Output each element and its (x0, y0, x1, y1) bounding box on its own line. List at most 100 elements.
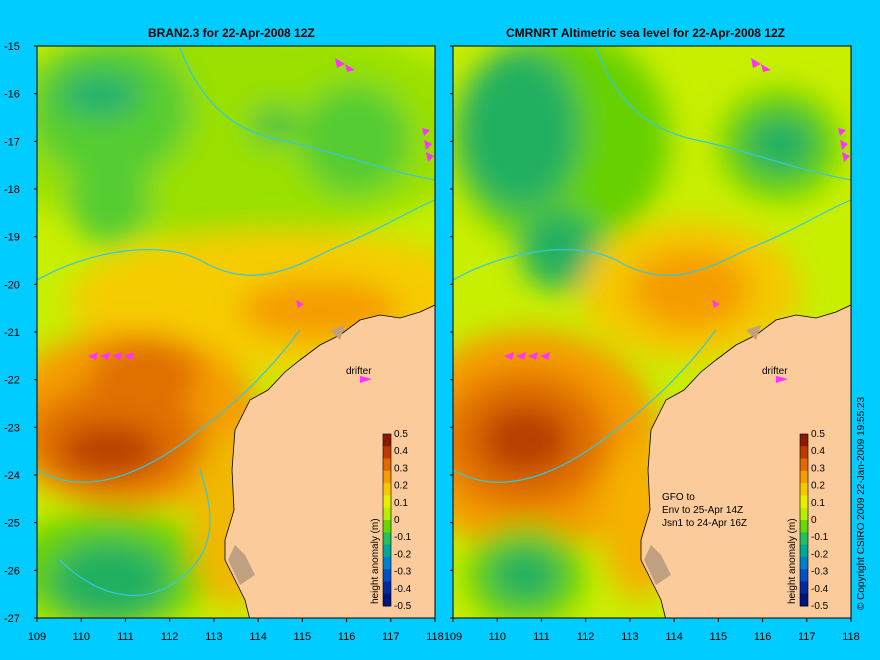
x-tick-label: 115 (294, 631, 312, 643)
colorbar-segment (800, 520, 808, 533)
colorbar-tick-label: -0.2 (811, 549, 829, 560)
colorbar-tick-label: 0.2 (811, 481, 825, 492)
y-tick-label: -22 (4, 375, 20, 387)
colorbar-right: 0.5 0.4 0.3 0.2 0.1 0 -0.1 -0.2 -0.3 -0.4 -0.5 heig… (787, 429, 829, 612)
colorbar-segment (800, 532, 808, 546)
y-tick-label: -25 (4, 518, 20, 530)
y-tick-label: -15 (4, 41, 20, 53)
colorbar-segment (800, 434, 808, 447)
colorbar-tick-label: -0.5 (394, 601, 412, 612)
colorbar-segment (800, 569, 808, 582)
colorbar-tick-label: -0.4 (811, 584, 829, 595)
x-tick-label: 113 (621, 631, 639, 643)
y-tick-label: -21 (4, 327, 20, 339)
y-tick-label: -24 (4, 470, 20, 482)
satellite-note-1: GFO to (662, 492, 695, 503)
colorbar-tick-label: 0.1 (394, 498, 408, 509)
y-tick-label: -18 (4, 184, 20, 196)
colorbar-tick-label: -0.1 (811, 532, 829, 543)
colorbar-tick-label: -0.3 (394, 567, 412, 578)
panel-left-title: BRAN2.3 for 22-Apr-2008 12Z (148, 26, 315, 40)
right-map-panel: drifter GFO to Env to 25-Apr 14Z Jsn1 to… (453, 46, 851, 618)
colorbar-label: height anomaly (m) (787, 518, 798, 604)
colorbar-segment (800, 495, 808, 509)
colorbar-tick-label: -0.5 (811, 601, 829, 612)
satellite-note-2: Env to 25-Apr 14Z (662, 505, 743, 516)
x-tick-label: 110 (488, 631, 506, 643)
colorbar-segment (800, 470, 808, 484)
colorbar-segment (800, 507, 808, 521)
x-tick-label: 112 (161, 631, 179, 643)
y-tick-label: -17 (4, 136, 20, 148)
colorbar-frame (382, 433, 392, 607)
colorbar-segment (383, 458, 391, 472)
x-tick-label: 117 (382, 631, 400, 643)
drifter-label-left: drifter (346, 366, 372, 377)
colorbar-tick-label: -0.2 (394, 549, 412, 560)
colorbar-left: 0.5 0.4 0.3 0.2 0.1 0 -0.1 -0.2 -0.3 -0.4 -0.5 heig… (370, 429, 412, 612)
colorbar-tick-label: -0.3 (811, 567, 829, 578)
x-tick-label: 109 (28, 631, 46, 643)
y-tick-label: -20 (4, 279, 20, 291)
colorbar-label: height anomaly (m) (370, 518, 381, 604)
y-tick-label: -27 (4, 613, 20, 625)
drifter-arrows-right (504, 58, 850, 383)
x-tick-label: 118 (426, 631, 444, 643)
colorbar-tick-label: 0.4 (394, 446, 408, 457)
x-tick-label: 115 (710, 631, 728, 643)
x-tick-label: 110 (72, 631, 90, 643)
colorbar-segment (383, 434, 391, 447)
colorbar-frame (799, 433, 809, 607)
colorbar-segment (383, 495, 391, 509)
x-tick-label: 111 (533, 631, 550, 643)
colorbar-segment (800, 446, 808, 460)
colorbar-tick-label: 0.4 (811, 446, 825, 457)
colorbar-segment (383, 507, 391, 521)
drifter-arrows-left (88, 58, 434, 383)
colorbar-segment (383, 532, 391, 546)
colorbar-tick-label: -0.1 (394, 532, 412, 543)
x-tick-label: 114 (249, 631, 267, 643)
x-tick-label: 112 (577, 631, 595, 643)
x-tick-label: 117 (798, 631, 816, 643)
x-tick-label: 113 (205, 631, 223, 643)
colorbar-segment (800, 556, 808, 570)
drifter-label-right: drifter (762, 366, 788, 377)
colorbar-tick-label: 0 (811, 515, 817, 526)
colorbar-segment (800, 581, 808, 595)
colorbar-segment (383, 556, 391, 570)
colorbar-segment (383, 581, 391, 595)
y-tick-label: -19 (4, 232, 20, 244)
colorbar-segment (383, 470, 391, 484)
x-tick-label: 114 (665, 631, 683, 643)
y-tick-label: -23 (4, 422, 20, 434)
colorbar-tick-label: 0.5 (811, 429, 825, 440)
colorbar-tick-label: 0.1 (811, 498, 825, 509)
colorbar-segment (800, 458, 808, 472)
colorbar-tick-label: 0 (394, 515, 400, 526)
x-tick-label: 109 (444, 631, 462, 643)
colorbar-tick-label: 0.3 (811, 463, 825, 474)
y-tick-label: -16 (4, 89, 20, 101)
satellite-note-3: Jsn1 to 24-Apr 16Z (662, 518, 747, 529)
copyright-credit: © Copyright CSIRO 2009 22-Jan-2009 19:55… (856, 397, 867, 610)
axes-ticks: 109 110 111 112 113 114 115 116 117 118 -15 -16 -17 -… (4, 41, 860, 643)
colorbar-segment (800, 593, 808, 607)
left-map-panel: drifter (37, 46, 435, 618)
panel-right-title: CMRNRT Altimetric sea level for 22-Apr-2… (506, 26, 785, 40)
y-tick-label: -26 (4, 565, 20, 577)
colorbar-tick-label: -0.4 (394, 584, 412, 595)
colorbar-segment (383, 446, 391, 460)
x-tick-label: 111 (117, 631, 134, 643)
x-tick-label: 116 (338, 631, 356, 643)
colorbar-segment (383, 520, 391, 533)
colorbar-segment (383, 593, 391, 607)
colorbar-tick-label: 0.5 (394, 429, 408, 440)
colorbar-segment (383, 544, 391, 558)
colorbar-tick-label: 0.3 (394, 463, 408, 474)
colorbar-segment (800, 544, 808, 558)
colorbar-segment (800, 483, 808, 496)
colorbar-segment (383, 569, 391, 582)
x-tick-label: 116 (754, 631, 772, 643)
